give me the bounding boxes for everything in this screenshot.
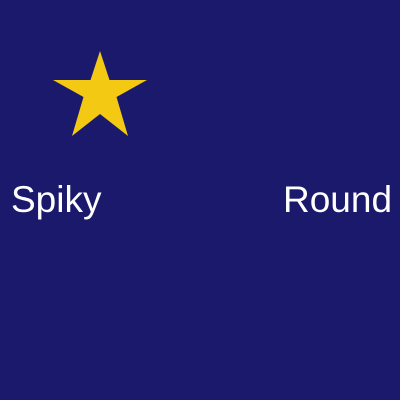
round-label: Round	[283, 179, 393, 220]
spiky-label: Spiky	[11, 179, 102, 220]
star-icon	[53, 51, 147, 136]
star-shape	[53, 51, 147, 136]
